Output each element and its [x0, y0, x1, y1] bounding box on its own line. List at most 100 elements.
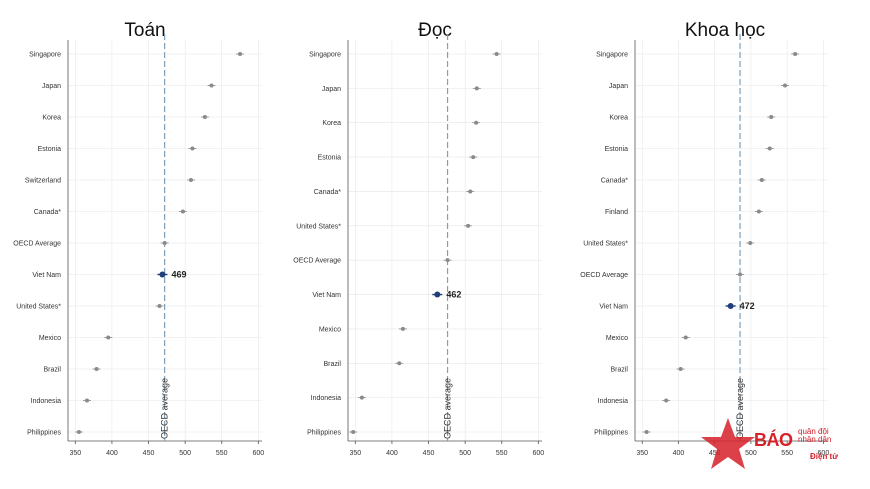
x-tick-label: 500 [179, 450, 191, 457]
country-label: United States* [16, 304, 61, 311]
x-tick-label: 350 [349, 450, 361, 457]
country-label: Estonia [38, 146, 61, 153]
x-tick-label: 600 [818, 450, 830, 457]
data-point [769, 115, 774, 119]
oecd-average-label: OECD average [735, 378, 745, 439]
panel-reading: Đọc 350 400 450 500 550 600 OECD average Singap… [290, 0, 580, 489]
country-label: Philippines [307, 430, 341, 437]
country-label: Mexico [606, 335, 628, 342]
data-point [471, 155, 476, 160]
country-label: Viet Nam [312, 292, 341, 299]
oecd-average-label: OECD average [160, 378, 170, 439]
country-label: Philippines [594, 430, 628, 437]
country-label: OECD Average [13, 241, 61, 248]
data-point [782, 83, 787, 88]
data-point [738, 272, 743, 277]
x-tick-label: 550 [496, 450, 508, 457]
data-point [188, 178, 193, 182]
country-label: Canada* [34, 209, 62, 216]
x-tick-label: 450 [143, 450, 155, 457]
x-tick-label: 400 [673, 450, 685, 457]
country-label: Brazil [43, 367, 61, 374]
country-label: Japan [322, 86, 341, 93]
data-point-highlight [159, 271, 166, 278]
watermark-sub: Điện tử [810, 452, 839, 461]
data-point [468, 189, 473, 194]
country-label: Viet Nam [599, 304, 628, 311]
data-point [157, 304, 162, 308]
country-label: Indonesia [311, 395, 341, 402]
country-label: Viet Nam [32, 272, 61, 279]
country-label: Korea [609, 115, 628, 122]
data-point [494, 52, 499, 56]
data-point [759, 178, 764, 182]
data-point [644, 430, 649, 434]
x-tick-label: 400 [386, 450, 398, 457]
watermark-brand: BÁO [754, 430, 793, 450]
data-point-highlight [727, 303, 734, 309]
x-tick-label: 450 [423, 450, 435, 457]
oecd-average-label: OECD average [443, 378, 453, 439]
math-chart: 350 400 450 500 550 600 OECD average Singapore J… [13, 34, 264, 457]
watermark-line: quân đội nhân dân [798, 428, 831, 444]
data-point [664, 398, 669, 403]
x-tick-label: 350 [636, 450, 648, 457]
country-label: Mexico [319, 326, 341, 333]
data-point [683, 335, 688, 340]
data-point [106, 335, 111, 340]
chart-title: Toán [124, 20, 166, 41]
watermark-line1: quân đội [798, 427, 829, 436]
country-label: Singapore [29, 52, 61, 59]
country-label: Korea [42, 115, 61, 122]
country-label: Brazil [610, 367, 628, 374]
country-label: OECD Average [580, 272, 628, 279]
data-point [94, 367, 99, 371]
data-point [767, 146, 772, 151]
data-point [756, 209, 761, 214]
country-label: Estonia [318, 155, 341, 162]
panel-science: Khoa học 350 400 450 500 550 600 OECD average S… [580, 0, 870, 489]
data-point [445, 258, 450, 263]
data-point [190, 146, 195, 151]
data-point [474, 120, 479, 125]
data-point [359, 395, 364, 400]
x-tick-label: 600 [252, 450, 264, 457]
country-label: Japan [42, 83, 61, 90]
science-chart: 350 400 450 500 550 600 OECD average Singapore J… [580, 34, 830, 457]
data-point [793, 52, 798, 56]
star-icon [701, 418, 755, 469]
data-point [748, 241, 753, 245]
country-label: Switzerland [25, 178, 61, 185]
reading-chart: 350 400 450 500 550 600 OECD average Singapore J… [293, 34, 544, 457]
data-point [202, 115, 207, 119]
data-point [209, 83, 214, 88]
data-point-highlight [434, 291, 441, 298]
panel-math: Toán 350 400 450 500 550 600 OECD average Singa… [0, 0, 290, 489]
x-tick-label: 500 [459, 450, 471, 457]
country-label: Singapore [596, 52, 628, 59]
country-label: Indonesia [598, 398, 628, 405]
value-label: 472 [740, 301, 755, 311]
data-point [180, 209, 185, 214]
data-point [162, 241, 167, 245]
country-label: Indonesia [31, 398, 61, 405]
country-label: OECD Average [293, 258, 341, 265]
country-label: Canada* [314, 189, 342, 196]
data-point [474, 86, 479, 91]
x-tick-label: 400 [106, 450, 118, 457]
value-label: 469 [171, 270, 186, 280]
data-point [85, 398, 90, 403]
x-tick-label: 450 [709, 450, 721, 457]
watermark-logo: BÁO quân đội nhân dân Điện tử [698, 414, 868, 474]
x-tick-label: 500 [745, 450, 757, 457]
country-label: United States* [583, 241, 628, 248]
country-label: United States* [296, 223, 341, 230]
data-point [238, 52, 243, 56]
data-point [397, 361, 402, 366]
country-label: Canada* [601, 178, 629, 185]
data-point [351, 430, 356, 434]
chart-title: Đọc [418, 20, 452, 41]
x-tick-label: 550 [781, 450, 793, 457]
data-point [466, 223, 471, 228]
country-label: Japan [609, 83, 628, 90]
